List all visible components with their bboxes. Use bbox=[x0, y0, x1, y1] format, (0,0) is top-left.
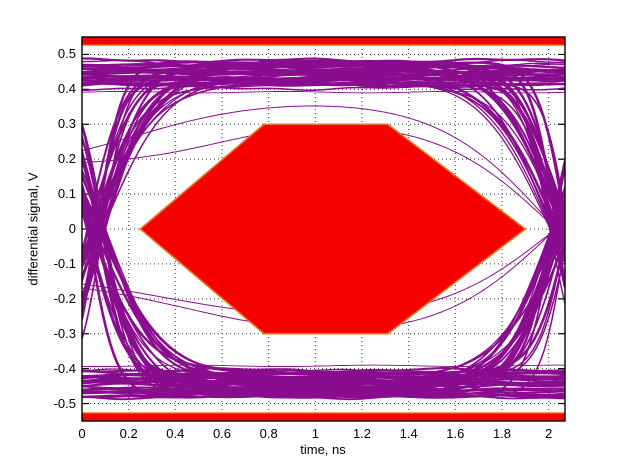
x-tick-label: 0.4 bbox=[166, 426, 185, 441]
signal-trace bbox=[82, 237, 565, 377]
signal-trace bbox=[82, 63, 565, 250]
x-tick-label: 1.6 bbox=[446, 426, 465, 441]
signal-trace bbox=[82, 77, 565, 256]
eye-mask bbox=[82, 37, 565, 421]
signal-trace bbox=[82, 57, 565, 64]
x-tick-label: 0 bbox=[78, 426, 86, 441]
signal-trace bbox=[82, 105, 565, 240]
x-tick-label: 1.8 bbox=[492, 426, 512, 441]
mask-center-hexagon bbox=[139, 123, 527, 335]
x-axis-label: time, ns bbox=[300, 442, 346, 457]
signal-trace bbox=[82, 191, 565, 399]
y-tick-label: 0.5 bbox=[57, 46, 76, 62]
x-tick-label: 1.2 bbox=[352, 426, 372, 441]
x-tick-label: 2 bbox=[545, 426, 553, 441]
y-tick-label: -0.2 bbox=[53, 290, 76, 306]
signal-trace bbox=[82, 73, 565, 249]
y-tick-label: 0.1 bbox=[57, 186, 76, 202]
y-tick-label: 0.3 bbox=[57, 116, 76, 132]
signal-trace bbox=[82, 192, 565, 398]
y-tick-label: -0.1 bbox=[53, 255, 76, 271]
x-tick-label: 1.4 bbox=[399, 426, 418, 441]
signal-trace bbox=[82, 80, 565, 238]
x-tick-label: 1 bbox=[311, 426, 319, 441]
signal-trace bbox=[82, 71, 565, 251]
mask-bottom-bar bbox=[82, 412, 565, 421]
x-tick-label: 0.8 bbox=[259, 426, 278, 441]
x-tick-label: 0.6 bbox=[212, 426, 232, 441]
signal-trace bbox=[82, 250, 565, 383]
signal-trace bbox=[82, 227, 565, 389]
y-tick-label: 0.4 bbox=[57, 81, 76, 97]
y-tick-label: -0.3 bbox=[53, 325, 76, 341]
y-tick-label: -0.5 bbox=[53, 395, 76, 411]
signal-trace bbox=[82, 91, 565, 94]
signal-trace bbox=[82, 364, 565, 367]
y-axis-label: differential signal, V bbox=[25, 172, 41, 286]
y-tick-label: -0.4 bbox=[53, 360, 76, 376]
y-tick-label: 0.2 bbox=[57, 151, 76, 167]
plot-frame bbox=[81, 36, 566, 422]
mask-top-bar bbox=[82, 37, 565, 46]
signal-trace bbox=[82, 61, 565, 266]
eye-traces bbox=[82, 57, 565, 401]
x-tick-label: 0.2 bbox=[119, 426, 138, 441]
y-tick-label: 0 bbox=[68, 221, 76, 236]
signal-trace bbox=[82, 81, 565, 289]
